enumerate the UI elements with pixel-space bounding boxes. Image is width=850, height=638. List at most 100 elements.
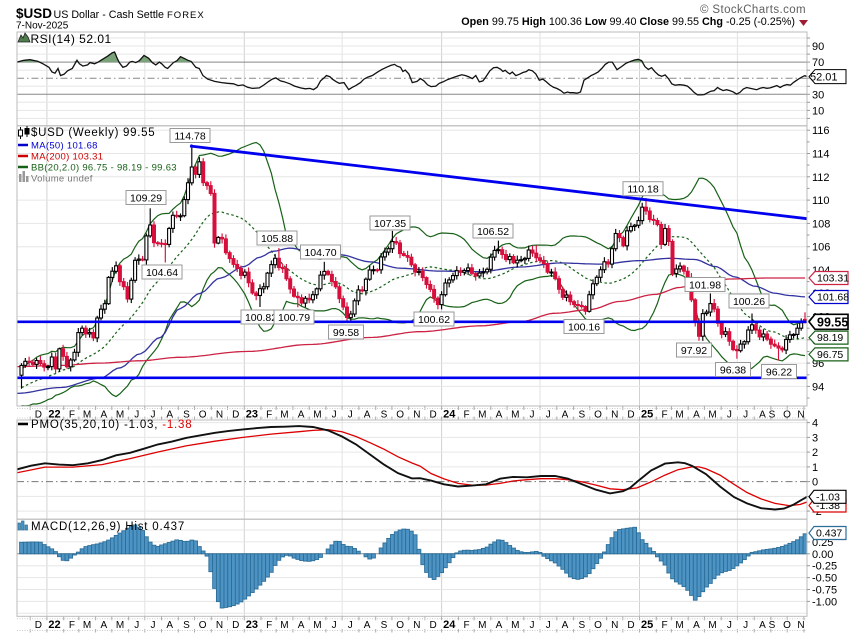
- svg-text:F: F: [69, 620, 75, 631]
- svg-text:100.26: 100.26: [733, 296, 765, 308]
- svg-text:D: D: [232, 410, 239, 421]
- svg-text:A: A: [100, 620, 107, 631]
- svg-text:J: J: [530, 410, 535, 421]
- svg-text:D: D: [35, 620, 42, 631]
- svg-text:M: M: [280, 620, 288, 631]
- svg-text:J: J: [530, 620, 535, 631]
- svg-text:M: M: [511, 410, 519, 421]
- svg-text:S: S: [381, 620, 388, 631]
- svg-text:30: 30: [812, 89, 824, 101]
- svg-text:F: F: [266, 410, 272, 421]
- svg-text:N: N: [216, 410, 223, 421]
- svg-text:114.78: 114.78: [174, 131, 205, 143]
- svg-text:100.62: 100.62: [418, 314, 450, 326]
- svg-text:D: D: [232, 620, 239, 631]
- svg-text:F: F: [464, 410, 470, 421]
- svg-text:D: D: [429, 620, 436, 631]
- svg-text:99.55: 99.55: [817, 315, 848, 329]
- svg-text:O: O: [199, 410, 207, 421]
- svg-text:4: 4: [812, 418, 818, 430]
- svg-text:0.437: 0.437: [816, 528, 842, 540]
- svg-text:104.70: 104.70: [304, 247, 336, 259]
- svg-text:A: A: [496, 410, 503, 421]
- svg-text:97.92: 97.92: [681, 345, 707, 357]
- svg-text:1: 1: [812, 462, 818, 474]
- svg-text:Volume undef: Volume undef: [31, 174, 93, 185]
- svg-text:BB(20,2.0) 96.75 - 98.19 - 99.: BB(20,2.0) 96.75 - 98.19 - 99.63: [31, 163, 177, 174]
- svg-text:M: M: [478, 620, 486, 631]
- svg-text:MA(50) 101.68: MA(50) 101.68: [31, 141, 98, 152]
- svg-text:M: M: [675, 620, 683, 631]
- svg-text:22: 22: [48, 619, 60, 631]
- svg-text:116: 116: [812, 125, 830, 137]
- svg-text:D: D: [35, 410, 42, 421]
- svg-text:106: 106: [812, 242, 830, 254]
- svg-text:105.88: 105.88: [261, 233, 293, 245]
- svg-text:0.00: 0.00: [812, 549, 833, 561]
- svg-text:O: O: [396, 620, 404, 631]
- svg-text:96.22: 96.22: [766, 367, 792, 379]
- svg-text:J: J: [743, 410, 748, 421]
- svg-text:108: 108: [812, 218, 830, 230]
- svg-text:M: M: [511, 620, 519, 631]
- svg-text:A: A: [298, 620, 305, 631]
- svg-text:M: M: [83, 410, 91, 421]
- svg-text:$USD (Weekly) 99.55: $USD (Weekly) 99.55: [31, 127, 155, 139]
- svg-text:J: J: [546, 620, 551, 631]
- svg-text:103.31: 103.31: [817, 273, 849, 285]
- svg-text:J: J: [348, 620, 353, 631]
- svg-text:O: O: [783, 620, 791, 631]
- svg-text:-1.00: -1.00: [812, 596, 837, 608]
- svg-text:Open 99.75 High 100.36 Low 99.: Open 99.75 High 100.36 Low 99.40 Close 9…: [461, 16, 795, 28]
- svg-text:101.68: 101.68: [817, 292, 849, 304]
- svg-text:O: O: [199, 620, 207, 631]
- svg-text:99.58: 99.58: [333, 327, 359, 339]
- svg-text:D: D: [429, 410, 436, 421]
- svg-text:M: M: [313, 410, 321, 421]
- svg-text:MA(200) 103.31: MA(200) 103.31: [31, 152, 103, 163]
- svg-text:-0.75: -0.75: [812, 585, 837, 597]
- svg-text:90: 90: [812, 41, 824, 53]
- svg-text:107.35: 107.35: [374, 218, 406, 230]
- svg-text:24: 24: [443, 409, 456, 421]
- svg-text:25: 25: [641, 619, 653, 631]
- svg-text:M: M: [675, 410, 683, 421]
- svg-text:S: S: [578, 620, 585, 631]
- svg-text:24: 24: [443, 619, 456, 631]
- svg-text:A: A: [693, 410, 700, 421]
- svg-text:104.64: 104.64: [146, 267, 178, 279]
- svg-text:A: A: [759, 410, 766, 421]
- svg-text:J: J: [727, 410, 732, 421]
- svg-text:A: A: [759, 620, 766, 631]
- svg-text:J: J: [332, 620, 337, 631]
- svg-text:S: S: [381, 410, 388, 421]
- svg-text:A: A: [100, 410, 107, 421]
- svg-text:O: O: [396, 410, 404, 421]
- svg-text:-0.50: -0.50: [812, 573, 837, 585]
- svg-text:US Dollar - Cash Settle: US Dollar - Cash Settle: [54, 9, 165, 21]
- svg-text:A: A: [562, 620, 569, 631]
- svg-text:J: J: [134, 620, 139, 631]
- svg-text:N: N: [611, 410, 618, 421]
- svg-text:23: 23: [246, 409, 258, 421]
- svg-text:A: A: [364, 410, 371, 421]
- svg-text:S: S: [183, 410, 190, 421]
- svg-text:A: A: [562, 410, 569, 421]
- svg-text:FOREX: FOREX: [167, 10, 205, 21]
- svg-text:25: 25: [641, 409, 653, 421]
- svg-text:-1.03: -1.03: [816, 491, 840, 503]
- svg-text:S: S: [769, 620, 776, 631]
- svg-text:$USD: $USD: [16, 6, 52, 21]
- svg-text:M: M: [116, 410, 124, 421]
- svg-text:A: A: [364, 620, 371, 631]
- svg-text:109.29: 109.29: [130, 193, 162, 205]
- svg-text:96.38: 96.38: [720, 365, 746, 377]
- svg-text:J: J: [134, 410, 139, 421]
- svg-text:112: 112: [812, 172, 830, 184]
- svg-text:70: 70: [812, 57, 824, 69]
- svg-text:S: S: [578, 410, 585, 421]
- svg-text:10: 10: [812, 105, 824, 117]
- svg-text:F: F: [661, 410, 667, 421]
- svg-text:D: D: [627, 620, 634, 631]
- svg-text:M: M: [313, 620, 321, 631]
